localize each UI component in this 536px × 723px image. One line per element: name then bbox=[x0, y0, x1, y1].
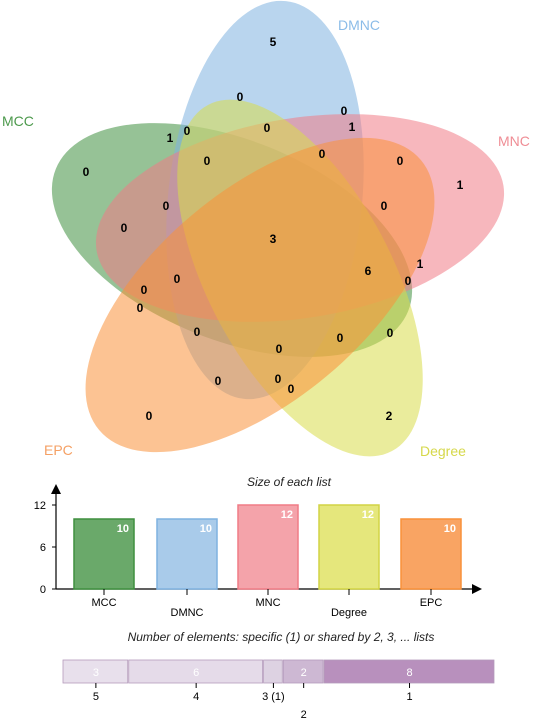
venn-region-count: 1 bbox=[167, 131, 174, 145]
venn-region-count: 0 bbox=[174, 272, 181, 286]
shared-elements-chart: Number of elements: specific (1) or shar… bbox=[62, 630, 495, 721]
bar-mnc bbox=[237, 504, 299, 590]
venn-region-count: 0 bbox=[137, 301, 144, 315]
size-chart-title: Size of each list bbox=[247, 475, 332, 489]
set-label-mnc: MNC bbox=[498, 133, 530, 149]
shared-count-label: 4 bbox=[193, 691, 199, 703]
shared-count-label: 5 bbox=[93, 691, 99, 703]
venn-region-count: 1 bbox=[457, 178, 464, 192]
bar-value-degree: 12 bbox=[362, 509, 374, 521]
bar-degree bbox=[318, 504, 380, 590]
bar-mcc bbox=[73, 518, 135, 590]
category-label-dmnc: DMNC bbox=[171, 607, 204, 619]
bar-value-epc: 10 bbox=[444, 523, 456, 535]
venn-region-count: 0 bbox=[204, 154, 211, 168]
category-label-mnc: MNC bbox=[255, 597, 280, 609]
set-label-dmnc: DMNC bbox=[338, 17, 380, 33]
venn-region-count: 0 bbox=[215, 374, 222, 388]
shared-count-label: 1 bbox=[406, 691, 412, 703]
venn-region-count: 0 bbox=[163, 199, 170, 213]
venn-region-count: 0 bbox=[341, 104, 348, 118]
y-tick-label: 12 bbox=[34, 500, 46, 512]
category-label-epc: EPC bbox=[420, 597, 443, 609]
set-label-epc: EPC bbox=[44, 442, 73, 458]
venn-region-count: 0 bbox=[381, 199, 388, 213]
shared-segment-value: 2 bbox=[301, 667, 307, 679]
venn-region-count: 2 bbox=[386, 409, 393, 423]
y-tick-label: 6 bbox=[40, 542, 46, 554]
venn-region-count: 0 bbox=[337, 331, 344, 345]
venn-region-count: 0 bbox=[237, 90, 244, 104]
venn-region-count: 0 bbox=[264, 121, 271, 135]
shared-segment-3 bbox=[263, 659, 283, 684]
shared-count-label: 2 bbox=[301, 709, 307, 721]
venn-region-count: 0 bbox=[397, 154, 404, 168]
set-label-mcc: MCC bbox=[2, 113, 34, 129]
venn-region-count: 0 bbox=[319, 147, 326, 161]
venn-region-count: 0 bbox=[387, 326, 394, 340]
bar-value-mcc: 10 bbox=[117, 523, 129, 535]
y-axis-arrow bbox=[51, 484, 61, 494]
venn-region-count: 1 bbox=[417, 257, 424, 271]
venn-region-count: 0 bbox=[121, 221, 128, 235]
set-label-degree: Degree bbox=[420, 443, 466, 459]
y-tick-label: 0 bbox=[40, 584, 46, 596]
venn-region-count: 3 bbox=[270, 232, 277, 246]
shared-count-label: 3 (1) bbox=[262, 691, 285, 703]
set-ellipse-epc bbox=[85, 137, 435, 453]
shared-segment-value: 6 bbox=[193, 667, 199, 679]
venn-region-count: 0 bbox=[194, 325, 201, 339]
venn-region-count: 0 bbox=[276, 342, 283, 356]
list-size-chart: Size of each list 0 6 12 10 MCC 10 DMNC 12 MNC 1… bbox=[34, 475, 482, 619]
category-label-mcc: MCC bbox=[91, 597, 116, 609]
shared-segment-value: 8 bbox=[406, 667, 412, 679]
venn-region-count: 1 bbox=[349, 120, 356, 134]
venn-region-count: 0 bbox=[83, 165, 90, 179]
x-axis-arrow bbox=[472, 584, 482, 594]
venn-region-count: 0 bbox=[146, 409, 153, 423]
venn-region-count: 0 bbox=[141, 283, 148, 297]
venn-region-count: 0 bbox=[275, 372, 282, 386]
category-label-degree: Degree bbox=[331, 607, 367, 619]
shared-chart-title: Number of elements: specific (1) or shar… bbox=[128, 630, 435, 644]
shared-segment-value: 3 bbox=[93, 667, 99, 679]
venn-region-count: 0 bbox=[288, 382, 295, 396]
bar-value-mnc: 12 bbox=[281, 509, 293, 521]
venn-region-count: 6 bbox=[365, 264, 372, 278]
venn-region-count: 0 bbox=[405, 274, 412, 288]
venn-region-count: 5 bbox=[270, 35, 277, 49]
bar-epc bbox=[400, 518, 462, 590]
bar-value-dmnc: 10 bbox=[200, 523, 212, 535]
venn-region-count: 0 bbox=[184, 124, 191, 138]
